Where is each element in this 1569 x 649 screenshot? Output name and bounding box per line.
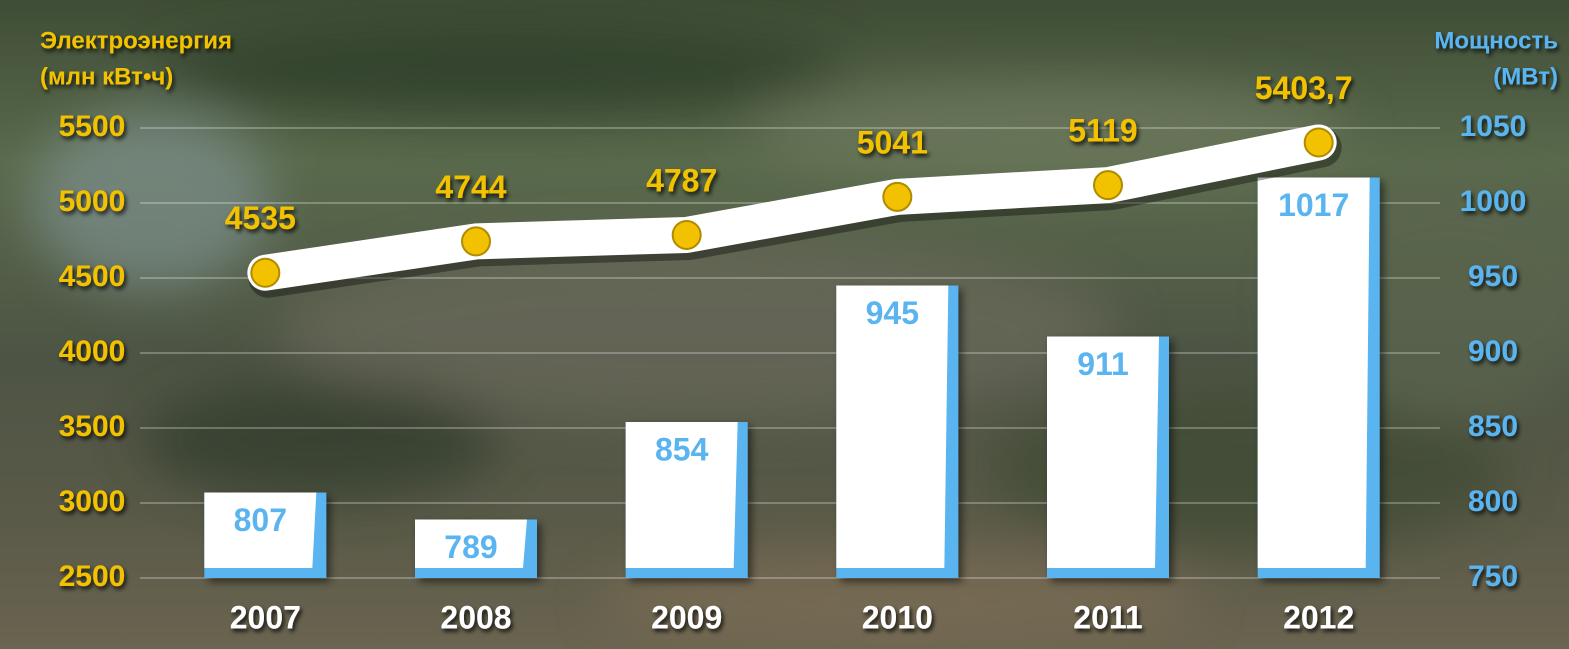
bar-value-label: 945 xyxy=(866,295,919,331)
point xyxy=(673,221,701,249)
y-tick-label: 2500 xyxy=(59,560,126,593)
x-tick-label: 2007 xyxy=(230,599,301,635)
y-tick-label: 3000 xyxy=(59,485,126,518)
y2-tick-label: 900 xyxy=(1468,335,1518,368)
x-tick-label: 2011 xyxy=(1073,599,1142,635)
y-axis-title: (млн кВт•ч) xyxy=(40,63,173,90)
x-tick-label: 2009 xyxy=(651,599,722,635)
point xyxy=(462,227,490,255)
bar-value-label: 789 xyxy=(444,529,497,565)
point xyxy=(251,259,279,287)
y2-tick-label: 1050 xyxy=(1460,110,1527,143)
point xyxy=(883,183,911,211)
chart: Электроэнергия (млн кВт•ч) Мощность (МВт) 2… xyxy=(0,0,1569,649)
point-value-label: 4787 xyxy=(646,162,717,198)
point xyxy=(1305,128,1333,156)
bar-value-label: 854 xyxy=(655,431,709,467)
bar-value-label: 911 xyxy=(1077,346,1129,382)
point-value-label: 4535 xyxy=(225,200,296,236)
x-tick-label: 2010 xyxy=(862,599,933,635)
point-value-label: 5119 xyxy=(1068,113,1137,149)
y2-axis-title: (МВт) xyxy=(1493,63,1558,90)
y-tick-label: 3500 xyxy=(59,410,126,443)
y2-axis-title: Мощность xyxy=(1434,27,1558,54)
x-tick-label: 2012 xyxy=(1283,599,1354,635)
y-tick-label: 4000 xyxy=(59,335,126,368)
y-tick-label: 5000 xyxy=(59,185,126,218)
bar-value-label: 807 xyxy=(234,502,287,538)
point-value-label: 5403,7 xyxy=(1255,70,1353,106)
page: Электроэнергия (млн кВт•ч) Мощность (МВт) 2… xyxy=(0,0,1569,649)
y2-tick-label: 1000 xyxy=(1460,185,1527,218)
y-axis-title: Электроэнергия xyxy=(40,27,232,54)
point-value-label: 4744 xyxy=(435,169,506,205)
y-tick-label: 5500 xyxy=(59,110,126,143)
point xyxy=(1094,171,1122,199)
x-tick-label: 2008 xyxy=(440,599,511,635)
y2-tick-label: 850 xyxy=(1468,410,1518,443)
y2-tick-label: 800 xyxy=(1468,485,1518,518)
y2-tick-label: 950 xyxy=(1468,260,1518,293)
y-tick-label: 4500 xyxy=(59,260,126,293)
bar-value-label: 1017 xyxy=(1278,187,1349,223)
bar-face xyxy=(1258,178,1370,569)
point-value-label: 5041 xyxy=(857,124,928,160)
y2-tick-label: 750 xyxy=(1468,560,1518,593)
